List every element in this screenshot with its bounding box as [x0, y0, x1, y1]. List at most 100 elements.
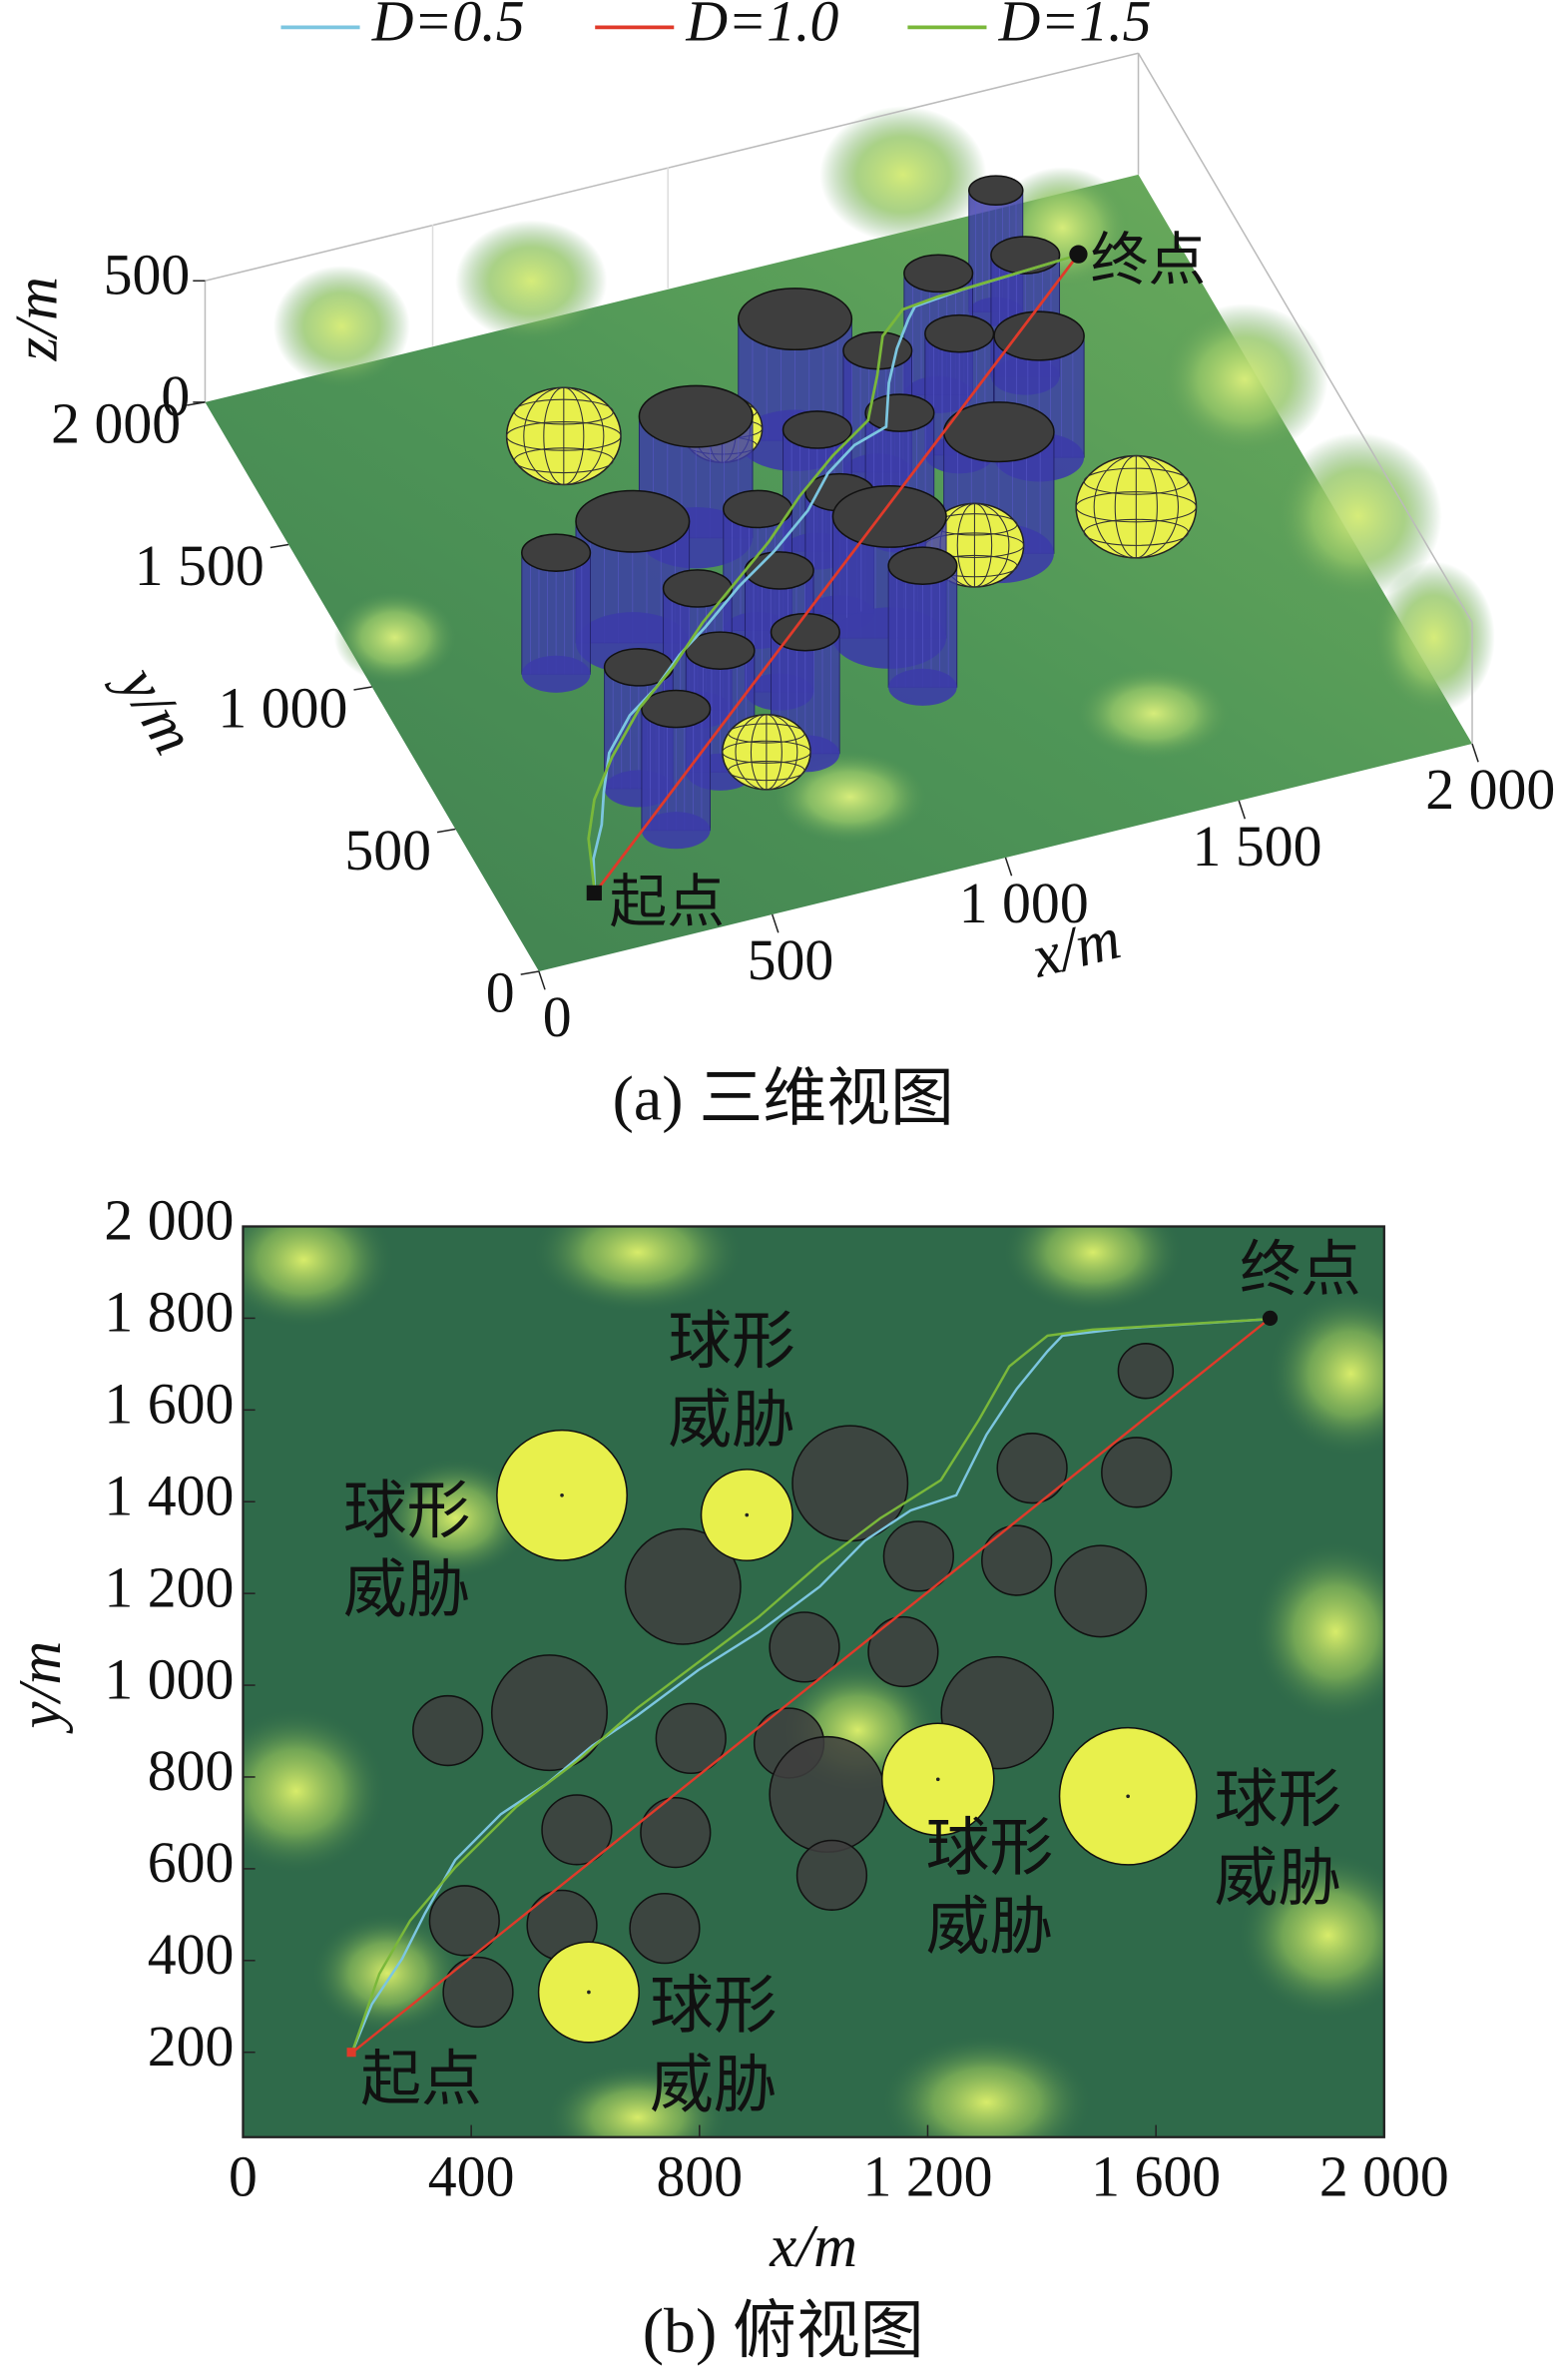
path-line — [587, 254, 1079, 893]
plot-frame — [242, 1225, 1385, 2138]
cylinder-top — [903, 254, 974, 294]
end-label: 终点 — [1091, 230, 1207, 293]
y-tick-label: 1 500 — [135, 535, 264, 598]
y-axis-label: y/m — [103, 651, 208, 766]
x-tick-label: 1 200 — [862, 2146, 992, 2209]
obstacle — [629, 1892, 701, 1965]
obstacle — [640, 1796, 712, 1869]
sphere-center — [560, 1492, 564, 1497]
y-tick — [520, 970, 540, 975]
x-axis-label: x/m — [769, 2213, 857, 2280]
x-tick-label: 1 500 — [1192, 816, 1321, 879]
obstacle — [442, 1956, 514, 2029]
cylinder-top — [638, 384, 754, 448]
plot-objects — [346, 1310, 1279, 2058]
y-tick-label: 2 000 — [51, 393, 181, 456]
cylinder-top — [685, 631, 756, 671]
box-edges — [204, 52, 1473, 744]
y-tick-label: 600 — [148, 1832, 235, 1895]
obstacle — [490, 1654, 608, 1772]
scene-objects — [505, 175, 1198, 900]
sphere-parallel — [1083, 518, 1189, 546]
path-line — [350, 1318, 1271, 2055]
caption: (b) 俯视图 — [643, 2295, 924, 2366]
z-tick-label: 0 — [161, 365, 190, 428]
sphere-parallel — [1083, 467, 1189, 495]
annotation: 威胁 — [1215, 1843, 1342, 1914]
annotation: 威胁 — [668, 1385, 795, 1456]
y-tick — [269, 543, 289, 549]
legend-label: D=0.5 — [371, 0, 525, 54]
obstacle — [981, 1524, 1053, 1596]
legend-label: D=1.5 — [998, 0, 1152, 54]
cylinder-top — [864, 393, 935, 432]
sphere-parallel — [513, 447, 614, 474]
sphere-center — [745, 1512, 750, 1517]
caption: (a) 三维视图 — [613, 1063, 954, 1134]
start-label: 起点 — [360, 2047, 482, 2113]
sphere-parallel — [1075, 491, 1198, 523]
obstacle — [624, 1527, 742, 1645]
x-tick — [1471, 743, 1479, 763]
annotation: 球形 — [343, 1476, 471, 1546]
sphere-parallel — [722, 740, 811, 764]
x-tick-label: 400 — [428, 2146, 515, 2209]
annotation: 威胁 — [343, 1554, 471, 1625]
cylinder-base — [521, 655, 591, 693]
x-tick-label: 2 000 — [1319, 2146, 1449, 2209]
obstacle — [1054, 1544, 1148, 1638]
cylinder-top — [521, 533, 592, 572]
x-tick-label: 800 — [656, 2146, 743, 2209]
y-tick-label: 1 800 — [104, 1282, 234, 1345]
cylinder-top — [737, 288, 853, 351]
obstacle — [428, 1885, 500, 1957]
path-line — [592, 254, 1079, 893]
cylinder-top — [887, 546, 958, 586]
annotation: 球形 — [926, 1813, 1054, 1884]
path-line — [350, 1318, 1270, 2054]
path-line — [593, 254, 1079, 894]
z-axis-label: z/m — [4, 277, 71, 361]
terrain-blobs — [243, 1226, 1384, 2137]
y-tick — [436, 828, 456, 834]
cylinder-top — [575, 489, 691, 553]
y-axis-label: y/m — [7, 1641, 74, 1735]
x-tick — [1004, 857, 1013, 877]
cylinder-base — [888, 668, 957, 706]
sphere-parallel — [728, 723, 805, 744]
top-view: 0 400 800 1 200 1 600 2 000 200 400 600 800 1 000 1… — [7, 1190, 1449, 2366]
sphere-parallel — [506, 421, 622, 451]
end-marker — [1262, 1310, 1279, 1327]
cylinder-top — [641, 689, 712, 729]
x-tick-label: 0 — [229, 2146, 258, 2209]
y-tick-label: 2 000 — [104, 1190, 234, 1253]
start-marker — [586, 885, 602, 900]
legend-label: D=1.0 — [685, 0, 838, 54]
obstacle — [1101, 1437, 1173, 1508]
cylinder-top — [968, 175, 1024, 207]
y-tick-label: 1 200 — [104, 1556, 234, 1619]
x-tick-label: 1 600 — [1091, 2146, 1221, 2209]
sphere-parallel — [728, 760, 805, 782]
start-label: 起点 — [610, 872, 726, 934]
z-tick-label: 500 — [104, 245, 191, 307]
y-tick-label: 1 000 — [218, 678, 347, 741]
obstacle — [769, 1611, 840, 1683]
obstacle — [1117, 1343, 1175, 1400]
sphere-parallel — [513, 398, 614, 425]
annotation: 球形 — [1215, 1764, 1342, 1835]
annotation: 球形 — [650, 1971, 778, 2042]
x-tick — [771, 913, 780, 933]
x-tick-label: 500 — [748, 929, 834, 992]
cylinder-top — [990, 236, 1061, 275]
sphere-center — [935, 1777, 940, 1782]
obstacle — [882, 1520, 954, 1592]
x-tick — [538, 970, 546, 990]
x-tick-label: 1 000 — [959, 873, 1089, 935]
sphere-center — [587, 1990, 591, 1995]
start-marker — [346, 2048, 356, 2058]
y-tick-label: 1 400 — [104, 1465, 234, 1527]
